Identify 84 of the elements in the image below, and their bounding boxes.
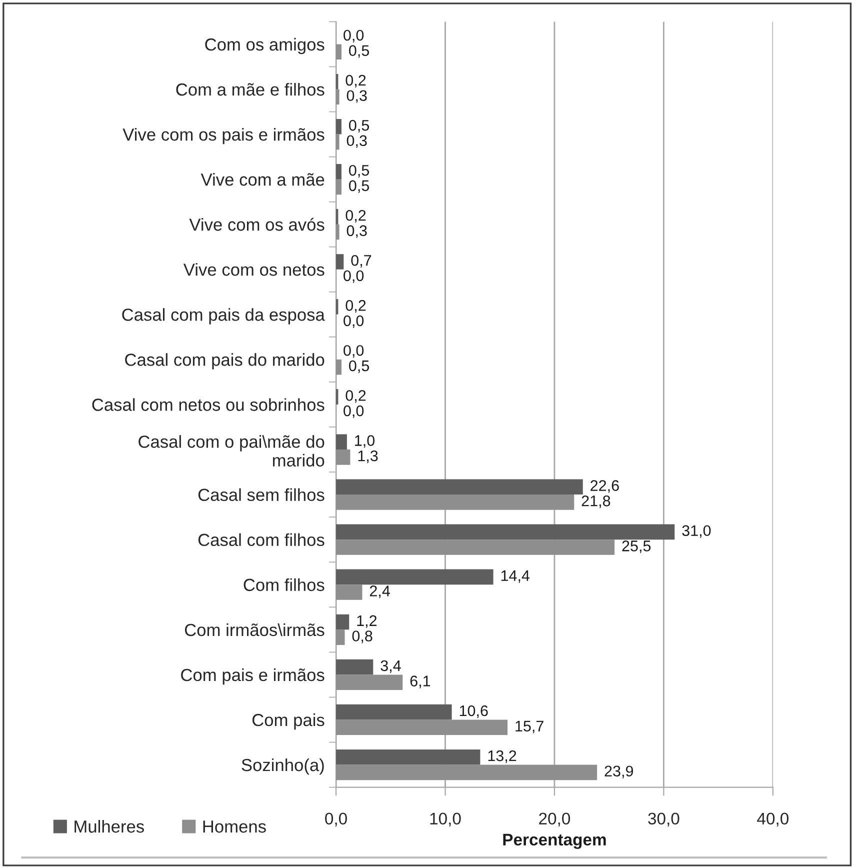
data-label: 0,0 — [344, 270, 364, 283]
y-tick-label: Casal com o pai\mãe do marido — [138, 435, 324, 467]
bar — [336, 224, 340, 240]
data-label: 0,3 — [346, 225, 367, 238]
data-label: 2,4 — [370, 586, 390, 598]
data-label: 0,5 — [349, 45, 370, 58]
data-label: 21,8 — [582, 495, 610, 508]
bar — [336, 584, 362, 600]
bar — [336, 569, 494, 585]
data-label: 3,4 — [380, 660, 401, 673]
y-tick-label: Casal com pais do marido — [125, 353, 324, 370]
y-tick-label: Casal com netos ou sobrinhos — [92, 398, 324, 411]
x-tick-label: 0,0 — [325, 812, 347, 826]
x-tick-label: 10,0 — [430, 812, 461, 826]
y-tick-label: Casal com pais da esposa — [122, 308, 325, 324]
data-label: 0,0 — [344, 405, 364, 418]
data-label: 13,2 — [488, 750, 516, 764]
bar — [336, 659, 374, 675]
data-label: 0,2 — [346, 210, 366, 223]
bar — [336, 540, 615, 555]
y-tick-label: Com os amigos — [205, 38, 324, 54]
y-tick-label: Vive com a mãe — [200, 173, 324, 186]
bar — [336, 614, 350, 630]
data-label: 0,5 — [349, 360, 370, 374]
bar — [336, 164, 342, 180]
data-label: 0,0 — [344, 30, 364, 42]
data-label: 0,2 — [346, 300, 366, 313]
data-label: 10,6 — [460, 705, 488, 718]
y-tick-label: Vive com os avós — [189, 218, 324, 231]
data-label: 0,8 — [352, 630, 372, 644]
y-tick-label: Casal com filhos — [198, 533, 324, 546]
bar — [336, 118, 342, 134]
bar — [336, 704, 452, 720]
bar — [336, 359, 342, 375]
data-label: 0,5 — [349, 180, 370, 193]
bar — [336, 764, 598, 780]
bar — [336, 749, 480, 765]
y-tick-label: Com filhos — [244, 578, 324, 592]
legend-label: Homens — [203, 820, 266, 833]
data-label: 22,6 — [590, 480, 619, 493]
data-label: 0,2 — [346, 74, 366, 88]
x-tick-label: 40,0 — [757, 812, 788, 826]
data-label: 14,4 — [501, 570, 530, 583]
y-tick-label: Vive com os netos — [183, 263, 324, 276]
bar — [336, 434, 347, 450]
bar — [336, 630, 345, 645]
bar — [336, 134, 340, 150]
data-label: 0,5 — [349, 120, 370, 133]
data-label: 1,3 — [358, 450, 378, 464]
bar — [336, 44, 342, 60]
y-tick-label: Vive com os pais e irmãos — [122, 128, 324, 144]
data-label: 0,2 — [346, 390, 366, 403]
y-tick-label: Com irmãos\irmãs — [184, 623, 324, 636]
bar — [336, 89, 340, 105]
x-axis-title: Percentagem — [503, 834, 606, 849]
data-label: 25,5 — [622, 540, 651, 554]
x-tick-label: 30,0 — [648, 812, 680, 826]
legend-label: Mulheres — [74, 820, 144, 833]
data-label: 6,1 — [410, 676, 430, 688]
bar — [336, 479, 583, 495]
data-label: 1,0 — [355, 435, 375, 448]
y-tick-label: Casal sem filhos — [198, 488, 324, 502]
y-tick-label: Sozinho(a) — [242, 758, 324, 775]
bar — [336, 254, 344, 270]
bar — [336, 720, 508, 736]
data-label: 23,9 — [604, 766, 634, 778]
data-label: 0,7 — [351, 255, 372, 268]
bar — [336, 494, 574, 510]
y-tick-label: Com pais e irmãos — [181, 668, 324, 685]
data-label: 0,0 — [344, 315, 364, 328]
bar — [336, 179, 342, 195]
bar — [336, 674, 403, 690]
data-label: 0,0 — [344, 345, 364, 358]
y-tick-label: Com pais — [252, 713, 324, 730]
data-label: 31,0 — [682, 525, 711, 538]
x-tick-label: 20,0 — [539, 812, 570, 826]
data-label: 0,3 — [346, 90, 367, 103]
y-tick-label: Com a mãe e filhos — [176, 82, 324, 96]
data-label: 0,5 — [349, 164, 370, 178]
bar — [336, 524, 675, 540]
data-label: 0,3 — [346, 135, 367, 148]
data-label: 15,7 — [516, 720, 544, 734]
data-label: 1,2 — [357, 615, 377, 628]
bar — [336, 450, 350, 465]
